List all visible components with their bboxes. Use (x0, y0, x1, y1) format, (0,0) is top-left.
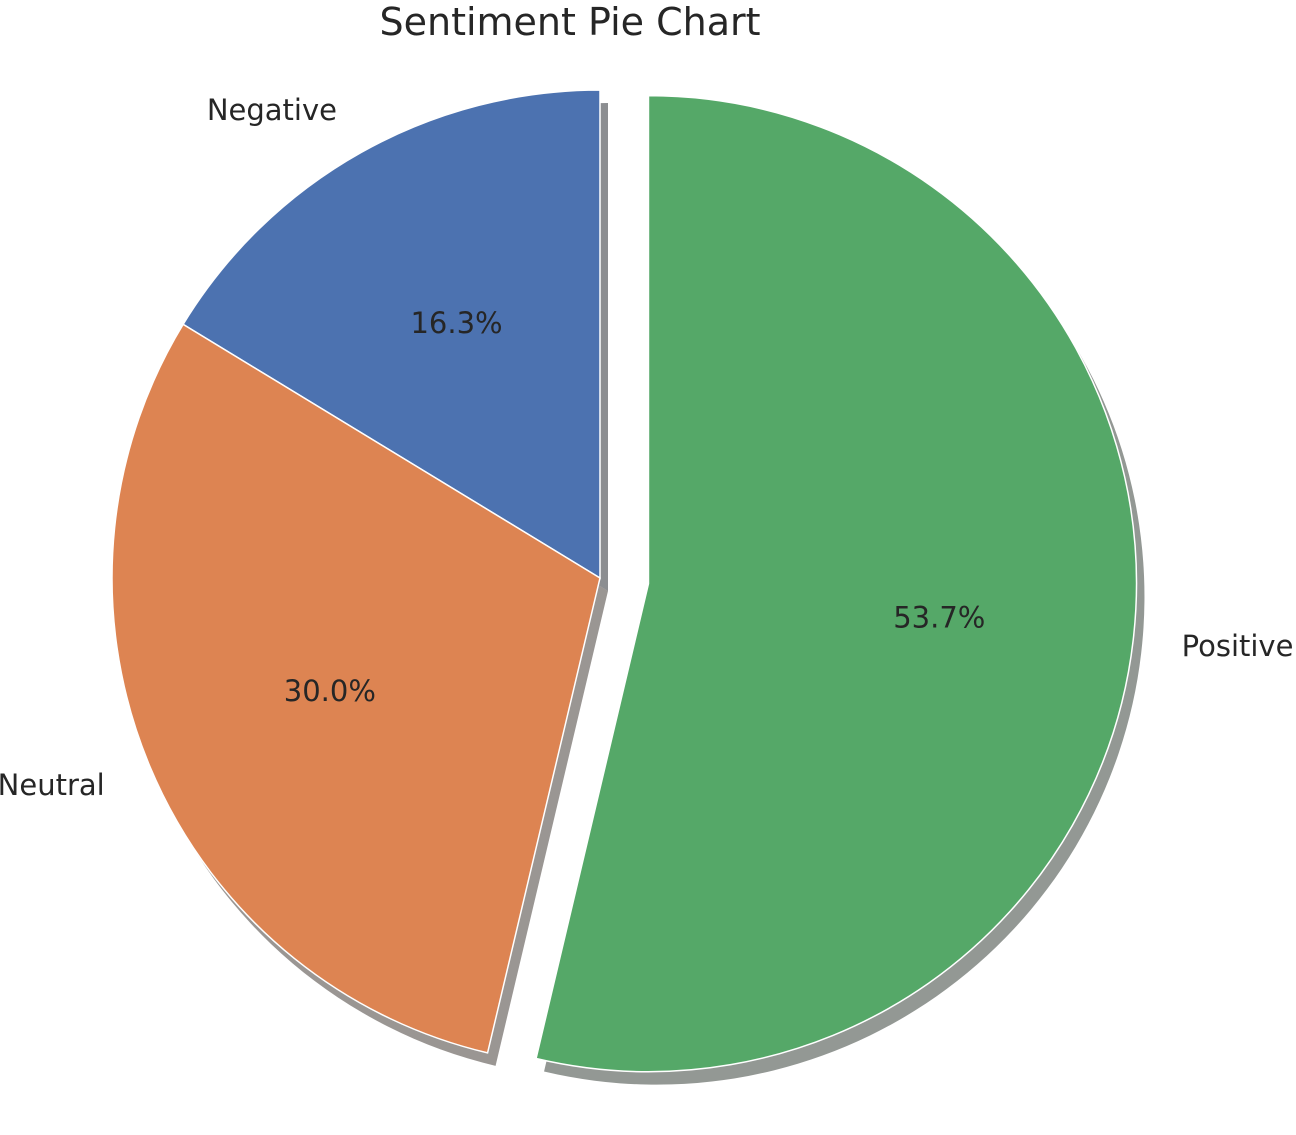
pct-label-neutral: 30.0% (284, 674, 376, 708)
slice-positive (535, 94, 1138, 1073)
chart-title: Sentiment Pie Chart (379, 0, 760, 44)
pie-slices (111, 89, 1138, 1073)
slice-label-positive: Positive (1182, 629, 1294, 663)
slice-negative (182, 89, 601, 580)
slice-label-negative: Negative (207, 93, 337, 127)
slice-label-neutral: Neutral (0, 768, 105, 802)
pct-label-negative: 16.3% (410, 306, 502, 340)
pie-labels: Negative 16.3% Neutral 30.0% Positive 53.7% (0, 93, 1293, 802)
slice-neutral (111, 323, 601, 1054)
pct-label-positive: 53.7% (893, 601, 985, 635)
